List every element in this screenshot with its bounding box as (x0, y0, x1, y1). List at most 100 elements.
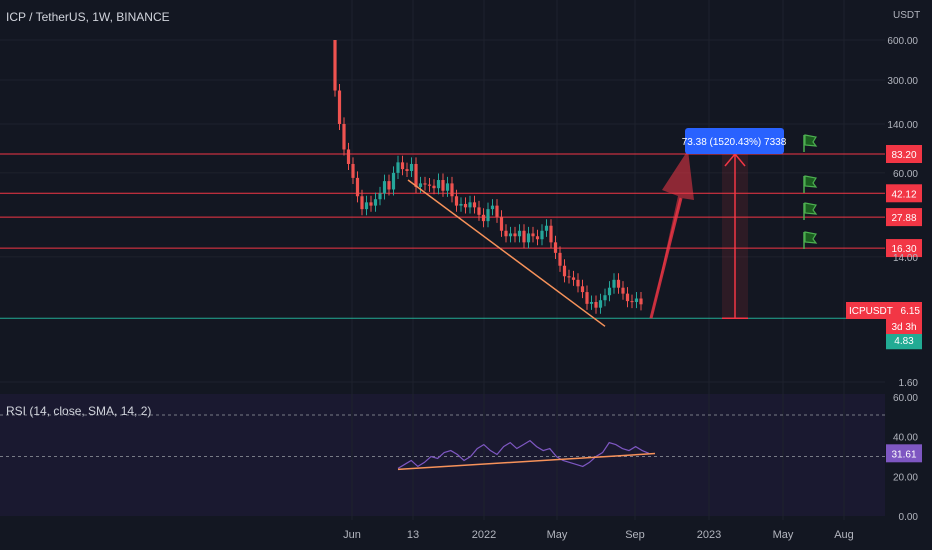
candle-body (612, 279, 616, 288)
candle-body (639, 298, 643, 305)
candle-body (576, 279, 580, 287)
rsi-tick-label: 40.00 (893, 433, 918, 444)
candle-body (621, 287, 625, 294)
measure-arrowhead (724, 152, 746, 167)
candle-body (337, 90, 342, 124)
time-tick-label: 13 (407, 529, 419, 541)
price-axis: 600.00 300.00 140.00 60.00 14.00 1.60 (887, 36, 918, 389)
support-price-badge (886, 331, 922, 350)
chart-title: ICP / TetherUS, 1W, BINANCE (6, 10, 170, 24)
candle-body (468, 202, 472, 208)
green-flag-icon[interactable] (803, 175, 818, 193)
candle-body (463, 203, 468, 208)
candle-body (423, 183, 427, 185)
drawings: 73.38 (1520.43%) 7338 (407, 128, 818, 327)
candle-body (540, 230, 544, 240)
candle-body (535, 236, 540, 240)
candle-body (396, 162, 400, 173)
candle-body (553, 242, 558, 253)
time-tick-label: 2022 (472, 529, 496, 541)
candle-body (567, 276, 571, 278)
candle-body (373, 199, 378, 206)
candle-body (333, 40, 337, 91)
price-tick-label: 1.60 (899, 378, 919, 389)
support-price-label: 4.83 (894, 336, 914, 347)
time-tick-label: May (547, 529, 568, 541)
rsi-line (397, 439, 650, 469)
candle-body (499, 216, 504, 231)
candle-body (391, 172, 396, 190)
price-tick-label: 600.00 (887, 36, 918, 47)
candle-body (432, 185, 436, 189)
rsi-tick-label: 0.00 (899, 512, 919, 523)
candle-body (351, 163, 355, 178)
candle-body (526, 233, 531, 243)
projection-arrow-shaft (649, 197, 683, 319)
rsi-tick-label: 20.00 (893, 472, 918, 483)
current-price-label: 6.15 (901, 306, 921, 317)
price-tick-label: 300.00 (887, 76, 918, 87)
price-tick-label: 14.00 (893, 253, 918, 264)
symbol-label: ICPUSDT (849, 306, 893, 317)
time-tick-label: Aug (834, 529, 854, 541)
time-tick-label: May (773, 529, 794, 541)
rsi-value-badge (886, 444, 922, 463)
candle-body (445, 183, 450, 191)
candle-body (562, 265, 567, 277)
time-axis: Jun 13 2022 May Sep 2023 May Aug (343, 529, 854, 541)
candle-body (603, 295, 607, 301)
candle-body (634, 298, 639, 303)
countdown-badge (886, 319, 922, 334)
candle-body (369, 202, 373, 206)
candle-body (382, 181, 387, 194)
projection-arrow[interactable] (651, 150, 694, 319)
candle-body (517, 230, 522, 237)
level-price-label: 16.30 (891, 244, 916, 255)
candle-body (571, 277, 576, 280)
level-price-badge (886, 184, 922, 203)
level-price-label: 27.88 (891, 213, 916, 224)
candle-body (508, 233, 513, 237)
candle-body (387, 181, 391, 190)
green-flag-icon[interactable] (803, 134, 818, 152)
candle-body (630, 301, 634, 303)
candle-body (558, 252, 562, 266)
candle-body (355, 177, 360, 197)
candle-body (436, 180, 441, 189)
candle-body (549, 225, 553, 243)
candle-body (459, 203, 463, 206)
level-price-badge (886, 239, 922, 258)
time-tick-label: Sep (625, 529, 645, 541)
candle-body (414, 163, 418, 187)
candle-body (364, 202, 369, 210)
candle-body (472, 202, 477, 208)
candle-body (522, 230, 526, 243)
candle-body (360, 196, 364, 210)
candle-body (486, 209, 490, 222)
rsi-pane-band (0, 394, 885, 516)
grid (0, 0, 885, 520)
candle-body (598, 300, 603, 308)
candle-body (531, 233, 535, 237)
green-flag-icon[interactable] (803, 231, 818, 249)
candle-body (400, 162, 405, 170)
candle-body (409, 163, 414, 171)
horizontal-levels: 83.20 42.12 27.88 16.30 4.83 ICPUSDT 6.15 3d 3h (0, 145, 922, 350)
level-price-label: 42.12 (891, 189, 916, 200)
rsi-title: RSI (14, close, SMA, 14, 2) (6, 404, 152, 418)
green-flag-icon[interactable] (803, 202, 818, 220)
candle-body (513, 233, 517, 237)
rsi-trendline[interactable] (397, 452, 656, 471)
current-price-badge (846, 302, 922, 319)
candle-series (333, 40, 643, 314)
candle-body (495, 205, 499, 217)
price-tick-label: 140.00 (887, 120, 918, 131)
candle-body (378, 193, 382, 200)
level-price-badge (886, 208, 922, 227)
candle-body (504, 230, 508, 237)
price-trendline[interactable] (407, 179, 606, 327)
candle-body (625, 293, 630, 302)
candle-body (418, 183, 423, 187)
candle-body (342, 123, 346, 150)
